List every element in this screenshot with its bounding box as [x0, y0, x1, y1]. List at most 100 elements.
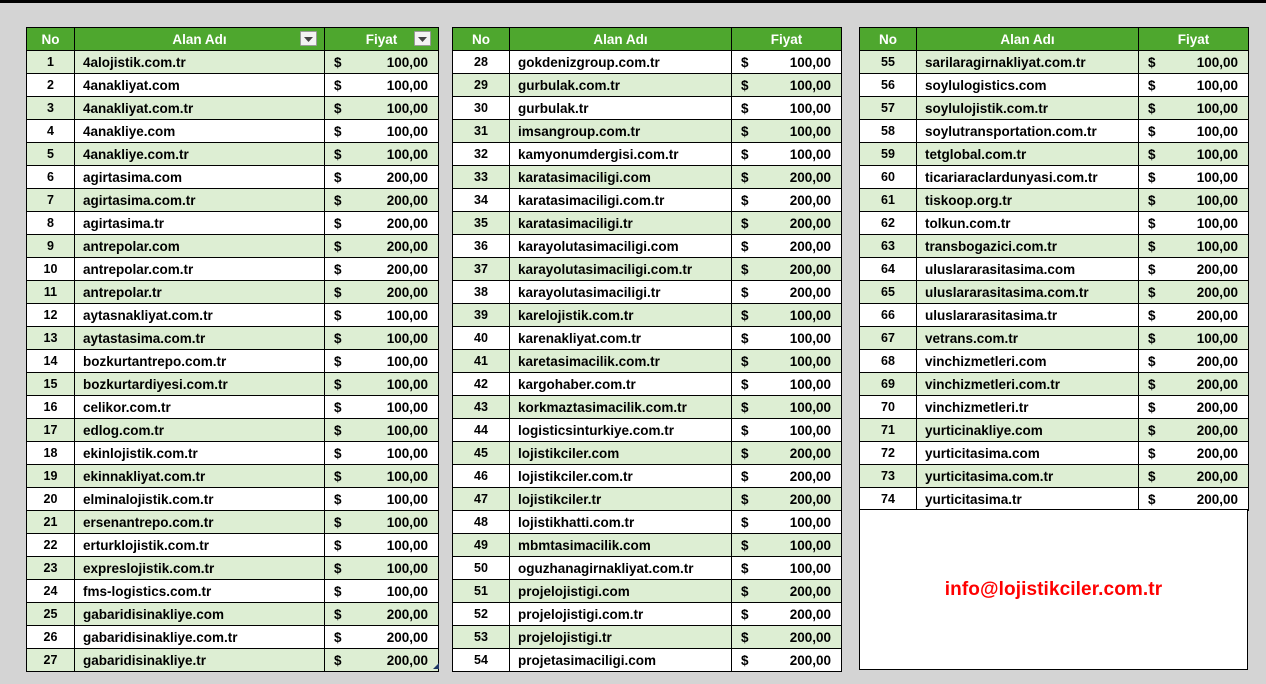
cell-no[interactable]: 74 [859, 487, 917, 511]
table-row[interactable]: 49 mbmtasimacilik.com $100,00 [452, 533, 842, 557]
cell-price[interactable]: $200,00 [1138, 441, 1249, 465]
cell-domain-name[interactable]: tolkun.com.tr [916, 211, 1139, 235]
cell-domain-name[interactable]: antrepolar.com [74, 234, 325, 258]
cell-price[interactable]: $100,00 [324, 464, 439, 488]
cell-price[interactable]: $100,00 [324, 579, 439, 603]
table-row[interactable]: 69 vinchizmetleri.com.tr $200,00 [859, 372, 1249, 396]
cell-price[interactable]: $100,00 [1138, 96, 1249, 120]
cell-no[interactable]: 37 [452, 257, 510, 281]
cell-no[interactable]: 10 [26, 257, 75, 281]
cell-no[interactable]: 8 [26, 211, 75, 235]
cell-no[interactable]: 60 [859, 165, 917, 189]
cell-no[interactable]: 46 [452, 464, 510, 488]
cell-no[interactable]: 15 [26, 372, 75, 396]
cell-domain-name[interactable]: gokdenizgroup.com.tr [509, 50, 732, 74]
cell-no[interactable]: 16 [26, 395, 75, 419]
cell-domain-name[interactable]: soylutransportation.com.tr [916, 119, 1139, 143]
table-row[interactable]: 42 kargohaber.com.tr $100,00 [452, 372, 842, 396]
table-row[interactable]: 5 4anakliye.com.tr $100,00 [26, 142, 439, 166]
cell-no[interactable]: 58 [859, 119, 917, 143]
cell-price[interactable]: $200,00 [731, 487, 842, 511]
cell-no[interactable]: 73 [859, 464, 917, 488]
cell-domain-name[interactable]: vinchizmetleri.com.tr [916, 372, 1139, 396]
table-row[interactable]: 27 gabaridisinakliye.tr $200,00 [26, 648, 439, 672]
table-row[interactable]: 45 lojistikciler.com $200,00 [452, 441, 842, 465]
cell-price[interactable]: $200,00 [731, 648, 842, 672]
cell-domain-name[interactable]: transbogazici.com.tr [916, 234, 1139, 258]
cell-no[interactable]: 59 [859, 142, 917, 166]
cell-domain-name[interactable]: uluslararasitasima.tr [916, 303, 1139, 327]
cell-no[interactable]: 41 [452, 349, 510, 373]
cell-no[interactable]: 50 [452, 556, 510, 580]
table-row[interactable]: 43 korkmaztasimacilik.com.tr $100,00 [452, 395, 842, 419]
cell-domain-name[interactable]: imsangroup.com.tr [509, 119, 732, 143]
cell-domain-name[interactable]: expreslojistik.com.tr [74, 556, 325, 580]
cell-price[interactable]: $100,00 [324, 441, 439, 465]
table-row[interactable]: 67 vetrans.com.tr $100,00 [859, 326, 1249, 350]
cell-domain-name[interactable]: karelojistik.com.tr [509, 303, 732, 327]
cell-domain-name[interactable]: karayolutasimaciligi.com.tr [509, 257, 732, 281]
cell-no[interactable]: 64 [859, 257, 917, 281]
cell-price[interactable]: $200,00 [324, 602, 439, 626]
table-row[interactable]: 71 yurticinakliye.com $200,00 [859, 418, 1249, 442]
cell-domain-name[interactable]: karatasimaciligi.tr [509, 211, 732, 235]
cell-domain-name[interactable]: aytasnakliyat.com.tr [74, 303, 325, 327]
table-row[interactable]: 25 gabaridisinakliye.com $200,00 [26, 602, 439, 626]
cell-price[interactable]: $100,00 [1138, 73, 1249, 97]
table-row[interactable]: 13 aytastasima.com.tr $100,00 [26, 326, 439, 350]
cell-no[interactable]: 9 [26, 234, 75, 258]
cell-no[interactable]: 51 [452, 579, 510, 603]
cell-domain-name[interactable]: uluslararasitasima.com.tr [916, 280, 1139, 304]
cell-no[interactable]: 35 [452, 211, 510, 235]
cell-domain-name[interactable]: gurbulak.tr [509, 96, 732, 120]
cell-no[interactable]: 69 [859, 372, 917, 396]
cell-no[interactable]: 72 [859, 441, 917, 465]
cell-no[interactable]: 66 [859, 303, 917, 327]
cell-domain-name[interactable]: agirtasima.com.tr [74, 188, 325, 212]
cell-price[interactable]: $100,00 [324, 96, 439, 120]
cell-no[interactable]: 19 [26, 464, 75, 488]
cell-price[interactable]: $200,00 [1138, 280, 1249, 304]
cell-price[interactable]: $100,00 [731, 395, 842, 419]
cell-no[interactable]: 25 [26, 602, 75, 626]
cell-no[interactable]: 13 [26, 326, 75, 350]
filter-dropdown-icon[interactable] [414, 31, 431, 46]
cell-no[interactable]: 33 [452, 165, 510, 189]
table-row[interactable]: 14 bozkurtantrepo.com.tr $100,00 [26, 349, 439, 373]
table-resize-handle-icon[interactable] [433, 663, 439, 669]
cell-no[interactable]: 24 [26, 579, 75, 603]
cell-domain-name[interactable]: gabaridisinakliye.tr [74, 648, 325, 672]
table-row[interactable]: 7 agirtasima.com.tr $200,00 [26, 188, 439, 212]
table-row[interactable]: 9 antrepolar.com $200,00 [26, 234, 439, 258]
table-row[interactable]: 18 ekinlojistik.com.tr $100,00 [26, 441, 439, 465]
cell-no[interactable]: 7 [26, 188, 75, 212]
table-row[interactable]: 40 karenakliyat.com.tr $100,00 [452, 326, 842, 350]
cell-price[interactable]: $200,00 [324, 211, 439, 235]
cell-domain-name[interactable]: kargohaber.com.tr [509, 372, 732, 396]
cell-no[interactable]: 26 [26, 625, 75, 649]
cell-domain-name[interactable]: projelojistigi.com [509, 579, 732, 603]
cell-price[interactable]: $100,00 [731, 326, 842, 350]
column-header-name[interactable]: Alan Adı [509, 27, 732, 51]
table-row[interactable]: 23 expreslojistik.com.tr $100,00 [26, 556, 439, 580]
cell-no[interactable]: 70 [859, 395, 917, 419]
cell-price[interactable]: $200,00 [731, 464, 842, 488]
cell-no[interactable]: 14 [26, 349, 75, 373]
cell-price[interactable]: $100,00 [1138, 211, 1249, 235]
cell-domain-name[interactable]: lojistikciler.tr [509, 487, 732, 511]
cell-price[interactable]: $100,00 [731, 349, 842, 373]
cell-no[interactable]: 3 [26, 96, 75, 120]
cell-price[interactable]: $100,00 [731, 50, 842, 74]
cell-price[interactable]: $100,00 [731, 372, 842, 396]
cell-no[interactable]: 2 [26, 73, 75, 97]
domain-price-table-3[interactable]: No Alan Adı Fiyat 55 sarilaragirnakliyat.… [859, 27, 1249, 511]
table-row[interactable]: 57 soylulojistik.com.tr $100,00 [859, 96, 1249, 120]
cell-price[interactable]: $100,00 [1138, 50, 1249, 74]
cell-domain-name[interactable]: vinchizmetleri.com [916, 349, 1139, 373]
table-row[interactable]: 30 gurbulak.tr $100,00 [452, 96, 842, 120]
cell-price[interactable]: $100,00 [324, 303, 439, 327]
cell-domain-name[interactable]: korkmaztasimacilik.com.tr [509, 395, 732, 419]
table-row[interactable]: 44 logisticsinturkiye.com.tr $100,00 [452, 418, 842, 442]
cell-no[interactable]: 22 [26, 533, 75, 557]
cell-domain-name[interactable]: ticariaraclardunyasi.com.tr [916, 165, 1139, 189]
